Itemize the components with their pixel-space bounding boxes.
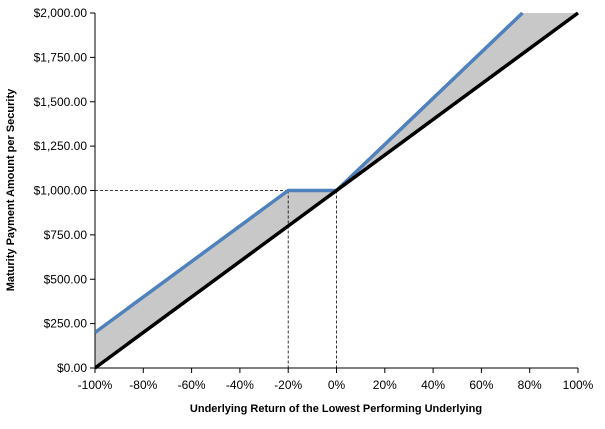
- underlying-return-line: [95, 11, 580, 370]
- x-tick-label: -20%: [274, 378, 302, 392]
- x-tick-label: 20%: [373, 378, 397, 392]
- x-tick-label: 0%: [328, 378, 346, 392]
- y-tick-label: $250.00: [44, 317, 88, 331]
- y-tick-label: $2,000.00: [34, 6, 88, 20]
- x-tick-label: 40%: [421, 378, 445, 392]
- y-tick-label: $500.00: [44, 272, 88, 286]
- axes-group: [90, 12, 579, 373]
- x-tick-label: 100%: [563, 378, 594, 392]
- y-axis-title: Maturity Payment Amount per Security: [5, 88, 17, 291]
- y-tick-label: $0.00: [57, 361, 87, 375]
- x-axis-title: Underlying Return of the Lowest Performi…: [190, 403, 482, 415]
- tick-labels-group: $0.00 $250.00 $500.00 $750.00 $1,000.00 $1,25…: [34, 6, 594, 392]
- x-tick-label: 60%: [469, 378, 493, 392]
- y-tick-label: $1,500.00: [34, 95, 88, 109]
- x-tick-label: -100%: [78, 378, 113, 392]
- x-tick-label: 80%: [518, 378, 542, 392]
- x-tick-label: -40%: [226, 378, 254, 392]
- x-tick-label: -80%: [129, 378, 157, 392]
- payoff-line: [95, 11, 524, 334]
- y-tick-label: $1,750.00: [34, 50, 88, 64]
- y-tick-label: $1,250.00: [34, 139, 88, 153]
- y-tick-label: $750.00: [44, 228, 88, 242]
- x-tick-label: -60%: [178, 378, 206, 392]
- y-tick-label: $1,000.00: [34, 184, 88, 198]
- series-group: [95, 11, 580, 370]
